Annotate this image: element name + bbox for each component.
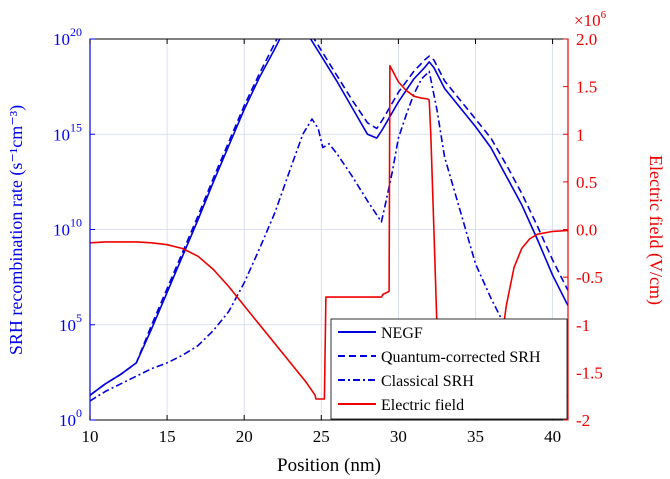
left-axis-label: SRH recombination rate (s⁻¹cm⁻³) — [6, 105, 27, 355]
right-axis-exponent: ×106 — [574, 9, 607, 30]
y-right-tick-label: 1.5 — [576, 78, 597, 97]
x-tick-label: 10 — [82, 427, 99, 446]
y-left-tick-label: 1010 — [53, 216, 82, 240]
y-right-tick-label: 1 — [576, 125, 585, 144]
x-tick-label: 30 — [390, 427, 407, 446]
y-left-tick-label: 105 — [59, 311, 82, 335]
x-tick-label: 15 — [159, 427, 176, 446]
y-right-tick-label: -1.5 — [576, 363, 603, 382]
x-tick-label: 35 — [467, 427, 484, 446]
x-tick-label: 40 — [544, 427, 561, 446]
legend: NEGF Quantum-corrected SRH Classical SRH El… — [330, 318, 568, 420]
right-axis-label: Electric field (V/cm) — [645, 155, 666, 305]
y-right-tick-label: 2.0 — [576, 30, 597, 49]
y-right-tick-label: -0.5 — [576, 268, 603, 287]
legend-label: Classical SRH — [381, 373, 474, 390]
series-line-quantum-corrected-srh — [90, 39, 568, 396]
x-axis-ticks: 10 15 20 25 30 35 40 — [82, 39, 561, 446]
y-right-tick-label: 0.5 — [576, 173, 597, 192]
left-axis-ticks: 100 105 1010 1015 1020 — [53, 25, 95, 430]
right-axis-ticks: -2 -1.5 -1 -0.5 0.0 0.5 1 1.5 2.0 — [563, 30, 603, 430]
legend-box — [330, 318, 568, 420]
legend-label: NEGF — [381, 325, 423, 342]
y-left-tick-label: 1020 — [53, 25, 82, 49]
y-left-tick-label: 1015 — [53, 120, 82, 144]
y-right-tick-label: -2 — [576, 411, 590, 430]
series-line-classical-srh — [90, 70, 568, 402]
x-axis-label: Position (nm) — [277, 455, 381, 476]
x-tick-label: 20 — [236, 427, 253, 446]
y-left-tick-label: 100 — [59, 406, 82, 430]
x-tick-label: 25 — [313, 427, 330, 446]
legend-label: Electric field — [381, 397, 464, 414]
legend-label: Quantum-corrected SRH — [381, 349, 541, 366]
y-right-tick-label: -1 — [576, 316, 590, 335]
y-right-tick-label: 0.0 — [576, 221, 597, 240]
